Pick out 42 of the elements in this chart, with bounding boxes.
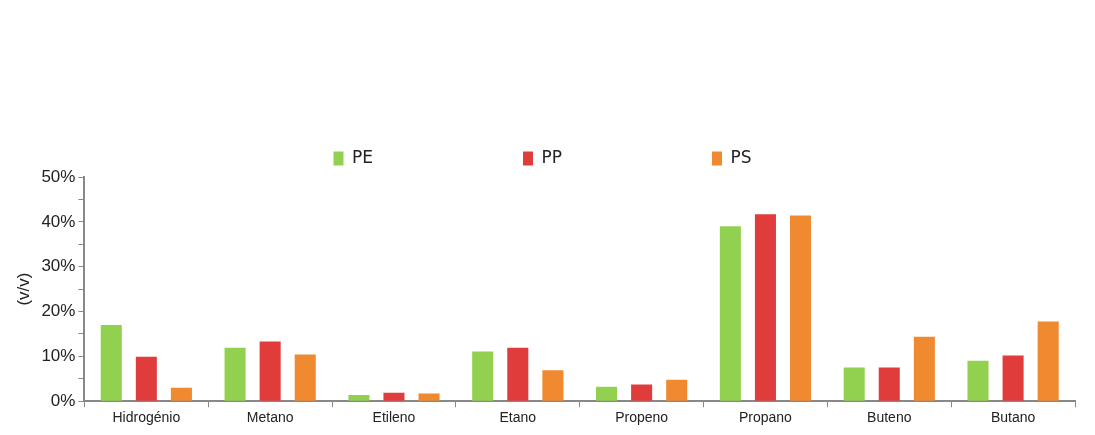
bar [348, 394, 370, 401]
x-tick-label: Etileno [372, 409, 416, 426]
x-tick-label: Metano [246, 409, 294, 426]
y-tick-label: 40% [41, 211, 76, 231]
x-tick-label: Propano [738, 409, 793, 426]
bar [224, 347, 246, 401]
bar [666, 379, 688, 401]
bar [507, 347, 529, 401]
bar [913, 336, 935, 401]
x-tick-label: Hidrogénio [112, 409, 181, 426]
bar [259, 341, 281, 401]
bar [754, 214, 776, 401]
bar [843, 367, 865, 401]
y-axis-title: (v/v) [13, 272, 33, 306]
bar [100, 324, 122, 401]
bar [542, 370, 564, 401]
bar [719, 226, 741, 401]
bar [383, 392, 405, 401]
legend-label: PE [351, 146, 373, 167]
x-tick-label: Etano [499, 409, 537, 426]
legend-label: PS [730, 146, 752, 167]
bar [1002, 355, 1024, 401]
bar [596, 386, 618, 401]
x-tick-label: Buteno [867, 409, 912, 426]
y-tick-label: 30% [41, 256, 76, 276]
bar [294, 354, 316, 401]
x-tick-label: Propeno [615, 409, 669, 426]
bar [135, 356, 157, 401]
y-tick-label: 50% [41, 166, 76, 186]
bar [631, 384, 653, 401]
bar [790, 215, 812, 401]
bar [1037, 321, 1059, 401]
bar [967, 360, 989, 401]
y-tick-label: 10% [41, 346, 76, 366]
bar [418, 393, 440, 401]
x-tick-label: Butano [990, 409, 1036, 426]
bar [472, 351, 494, 401]
legend-label: PP [541, 146, 562, 167]
y-tick-label: 0% [50, 390, 76, 410]
bar [878, 367, 900, 401]
bar [170, 387, 192, 401]
y-tick-label: 20% [41, 301, 76, 321]
